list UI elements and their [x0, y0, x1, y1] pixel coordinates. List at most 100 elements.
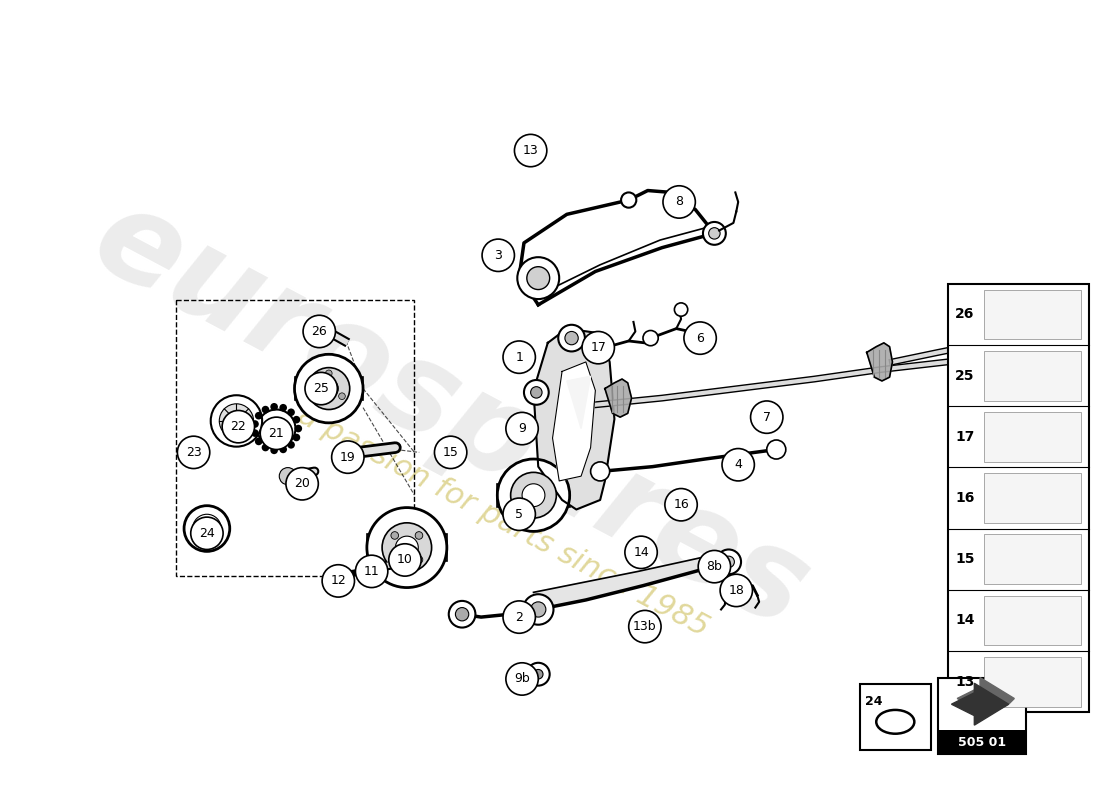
Polygon shape — [867, 343, 892, 381]
Circle shape — [503, 601, 536, 634]
Text: 2: 2 — [515, 610, 524, 623]
Text: a passion for parts since 1985: a passion for parts since 1985 — [293, 401, 713, 643]
Bar — [367, 534, 447, 561]
Text: 6: 6 — [696, 332, 704, 345]
Text: 16: 16 — [673, 498, 689, 511]
Bar — [497, 484, 570, 506]
Text: 13b: 13b — [634, 620, 657, 633]
Text: 19: 19 — [340, 450, 355, 464]
Text: 18: 18 — [728, 584, 745, 597]
Text: 5: 5 — [515, 508, 524, 521]
Circle shape — [708, 228, 720, 239]
Circle shape — [262, 406, 270, 414]
Polygon shape — [534, 552, 728, 610]
Text: eurospares: eurospares — [74, 176, 828, 654]
Text: 13: 13 — [955, 674, 975, 689]
Text: 9b: 9b — [514, 673, 530, 686]
Circle shape — [534, 670, 543, 679]
Circle shape — [279, 468, 296, 485]
Text: 20: 20 — [294, 478, 310, 490]
Bar — [983, 473, 1081, 523]
Text: 4: 4 — [735, 458, 743, 471]
Text: 12: 12 — [330, 574, 346, 587]
Circle shape — [211, 395, 262, 446]
Circle shape — [506, 662, 538, 695]
Circle shape — [723, 556, 735, 567]
Circle shape — [308, 368, 350, 410]
Circle shape — [257, 410, 296, 448]
Circle shape — [527, 662, 550, 686]
Circle shape — [382, 523, 431, 572]
Circle shape — [262, 444, 270, 451]
Text: 26: 26 — [955, 307, 975, 322]
Text: 23: 23 — [186, 446, 201, 459]
Bar — [938, 730, 1025, 754]
Circle shape — [415, 556, 422, 563]
Text: 24: 24 — [199, 526, 214, 540]
Circle shape — [663, 186, 695, 218]
Text: 24: 24 — [865, 695, 882, 708]
Circle shape — [506, 412, 538, 445]
Text: 14: 14 — [955, 614, 975, 627]
Text: 13: 13 — [522, 144, 539, 157]
Circle shape — [517, 257, 559, 299]
Circle shape — [286, 468, 318, 500]
Circle shape — [331, 441, 364, 474]
Circle shape — [293, 416, 300, 423]
Circle shape — [522, 594, 553, 625]
Text: 15: 15 — [442, 446, 459, 459]
Bar — [295, 377, 363, 400]
Circle shape — [703, 222, 726, 245]
Text: 15: 15 — [955, 552, 975, 566]
Text: 3: 3 — [494, 249, 503, 262]
Text: 9: 9 — [518, 422, 526, 435]
Circle shape — [390, 532, 398, 539]
Circle shape — [271, 446, 278, 454]
Circle shape — [312, 393, 319, 399]
Circle shape — [231, 415, 242, 426]
Circle shape — [266, 418, 287, 439]
Circle shape — [582, 331, 615, 364]
Text: 1: 1 — [515, 350, 524, 364]
Circle shape — [434, 436, 466, 469]
Circle shape — [339, 393, 345, 399]
Text: 25: 25 — [314, 382, 329, 395]
Circle shape — [558, 325, 585, 351]
Polygon shape — [961, 313, 990, 402]
Circle shape — [192, 514, 221, 543]
Text: 8: 8 — [675, 195, 683, 209]
Circle shape — [565, 331, 579, 345]
Circle shape — [304, 315, 336, 348]
Circle shape — [326, 569, 341, 584]
Circle shape — [222, 410, 254, 443]
Circle shape — [190, 517, 223, 550]
Polygon shape — [605, 379, 631, 417]
Circle shape — [503, 341, 536, 374]
Text: 25: 25 — [955, 369, 975, 382]
Circle shape — [674, 303, 688, 316]
Text: 21: 21 — [268, 427, 284, 440]
Circle shape — [684, 322, 716, 354]
Polygon shape — [534, 329, 615, 510]
Text: 11: 11 — [364, 565, 380, 578]
Circle shape — [251, 430, 258, 437]
Polygon shape — [952, 683, 1009, 725]
Circle shape — [219, 404, 254, 438]
Circle shape — [355, 555, 388, 587]
Circle shape — [308, 316, 327, 335]
Circle shape — [305, 372, 338, 405]
Circle shape — [515, 134, 547, 166]
Polygon shape — [552, 362, 595, 481]
Circle shape — [503, 498, 536, 530]
Text: 8b: 8b — [706, 560, 723, 573]
Circle shape — [522, 484, 544, 506]
Circle shape — [271, 403, 278, 410]
Circle shape — [395, 536, 418, 559]
Text: 22: 22 — [231, 420, 246, 433]
Circle shape — [293, 434, 300, 442]
Circle shape — [177, 436, 210, 469]
Circle shape — [184, 506, 230, 551]
Circle shape — [295, 354, 363, 423]
Text: 26: 26 — [311, 325, 327, 338]
Circle shape — [527, 266, 550, 290]
